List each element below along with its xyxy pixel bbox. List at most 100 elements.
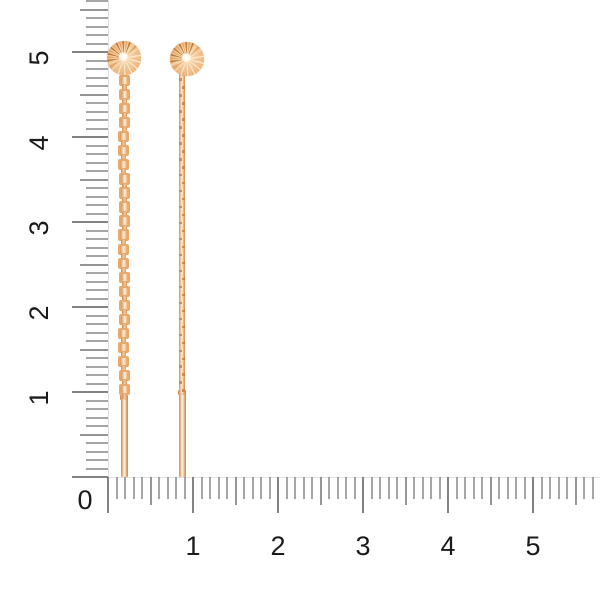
horizontal-tick-minor (268, 477, 271, 499)
chain-link-notch (181, 166, 185, 169)
chain-link-connector (121, 85, 127, 91)
vertical-tick-minor (86, 76, 108, 79)
chain-link-notch (179, 126, 183, 129)
chain-link-notch (179, 78, 183, 81)
vertical-tick-major (72, 306, 108, 308)
vertical-tick-minor (86, 357, 108, 359)
vertical-tick-minor (86, 340, 108, 342)
chain-link-notch (179, 237, 183, 241)
chain-link-notch (179, 205, 183, 209)
chain-link-notch (181, 182, 185, 185)
horizontal-tick-major (277, 477, 279, 513)
chain-link (118, 117, 130, 129)
vertical-tick-major (72, 391, 108, 393)
chain-link (117, 243, 129, 255)
chain-link-notch (181, 86, 185, 89)
horizontal-ruler-label-2: 2 (270, 531, 286, 561)
vertical-tick-minor (86, 442, 108, 444)
vertical-tick-minor (86, 374, 108, 376)
chain-link-connector (122, 309, 128, 315)
chain-link-connector (122, 394, 128, 399)
horizontal-tick-minor (353, 477, 356, 499)
horizontal-tick-minor (243, 477, 245, 499)
horizontal-tick-minor (328, 477, 330, 499)
chain-link-notch (181, 229, 185, 233)
chain-link-notch (179, 142, 183, 145)
horizontal-tick-minor (464, 477, 466, 499)
vertical-tick-minor (86, 144, 108, 147)
chain-link-connector (120, 155, 126, 161)
horizontal-tick-minor (387, 477, 390, 499)
vertical-tick-minor (86, 119, 108, 121)
vertical-tick-minor (86, 34, 108, 36)
chain-link-notch (179, 365, 183, 368)
chain-link-notch (181, 213, 185, 217)
vertical-tick-minor (86, 331, 108, 334)
vertical-tick-minor (86, 425, 108, 427)
chain-link-notch (181, 389, 185, 392)
horizontal-ruler-label-3: 3 (355, 531, 371, 561)
chain-link-notch (179, 317, 183, 321)
horizontal-tick-minor (251, 477, 254, 499)
horizontal-tick-minor (523, 477, 526, 499)
horizontal-tick-minor (498, 477, 500, 499)
vertical-tick-minor (86, 272, 108, 274)
chain-link-notch (181, 357, 185, 360)
horizontal-tick-half (489, 477, 492, 505)
chain-link-connector (120, 366, 126, 371)
chain-link (118, 215, 130, 227)
horizontal-tick-half (234, 477, 237, 505)
chain-link-notch (179, 94, 183, 97)
chain-link-notch (179, 110, 183, 113)
threader-bar (178, 393, 186, 477)
horizontal-tick-minor (158, 477, 160, 499)
horizontal-tick-minor (302, 477, 305, 499)
vertical-tick-half (80, 178, 108, 181)
vertical-tick-minor (86, 42, 108, 45)
sunburst-disc (170, 42, 204, 76)
horizontal-ruler-label-5: 5 (525, 531, 541, 561)
horizontal-tick-major (362, 477, 364, 513)
chain-link-connector (120, 253, 126, 259)
chain-link-connector (120, 169, 126, 175)
chain-link-notch (181, 309, 185, 313)
vertical-tick-minor (86, 314, 108, 317)
chain-link-connector (122, 295, 128, 301)
chain-link-notch (181, 150, 185, 153)
horizontal-tick-minor (396, 477, 398, 499)
vertical-tick-half (80, 348, 108, 351)
horizontal-tick-minor (413, 477, 415, 499)
chain-link (119, 299, 131, 311)
vertical-tick-minor (86, 289, 108, 291)
horizontal-tick-half (574, 477, 577, 505)
chain-link-connector (120, 267, 126, 273)
chain-link (117, 257, 129, 269)
chain-link-notch (181, 261, 185, 265)
horizontal-ruler-label-4: 4 (440, 531, 456, 561)
vertical-tick-minor (86, 238, 108, 240)
vertical-tick-minor (86, 459, 108, 461)
horizontal-tick-minor (379, 477, 381, 499)
chain-link-connector (121, 225, 127, 231)
chain-link-connector (120, 352, 126, 357)
chain-link (119, 103, 131, 115)
vertical-tick-minor (86, 212, 108, 215)
chain-link-connector (122, 99, 128, 105)
horizontal-tick-minor (549, 477, 551, 499)
chain-link-notch (181, 198, 185, 201)
horizontal-tick-minor (132, 477, 135, 499)
horizontal-tick-minor (421, 477, 424, 499)
horizontal-tick-minor (481, 477, 483, 499)
chain-link-notch (179, 190, 183, 193)
sunburst-disc (107, 41, 141, 75)
chain-link-notch (181, 134, 185, 137)
chain-link-connector (121, 380, 127, 385)
vertical-tick-minor (86, 68, 108, 70)
vertical-tick-minor (86, 255, 108, 257)
horizontal-tick-minor (141, 477, 143, 499)
chain-link (119, 89, 131, 101)
chain-link-notch (179, 285, 183, 289)
horizontal-ruler-label-1: 1 (185, 531, 201, 561)
